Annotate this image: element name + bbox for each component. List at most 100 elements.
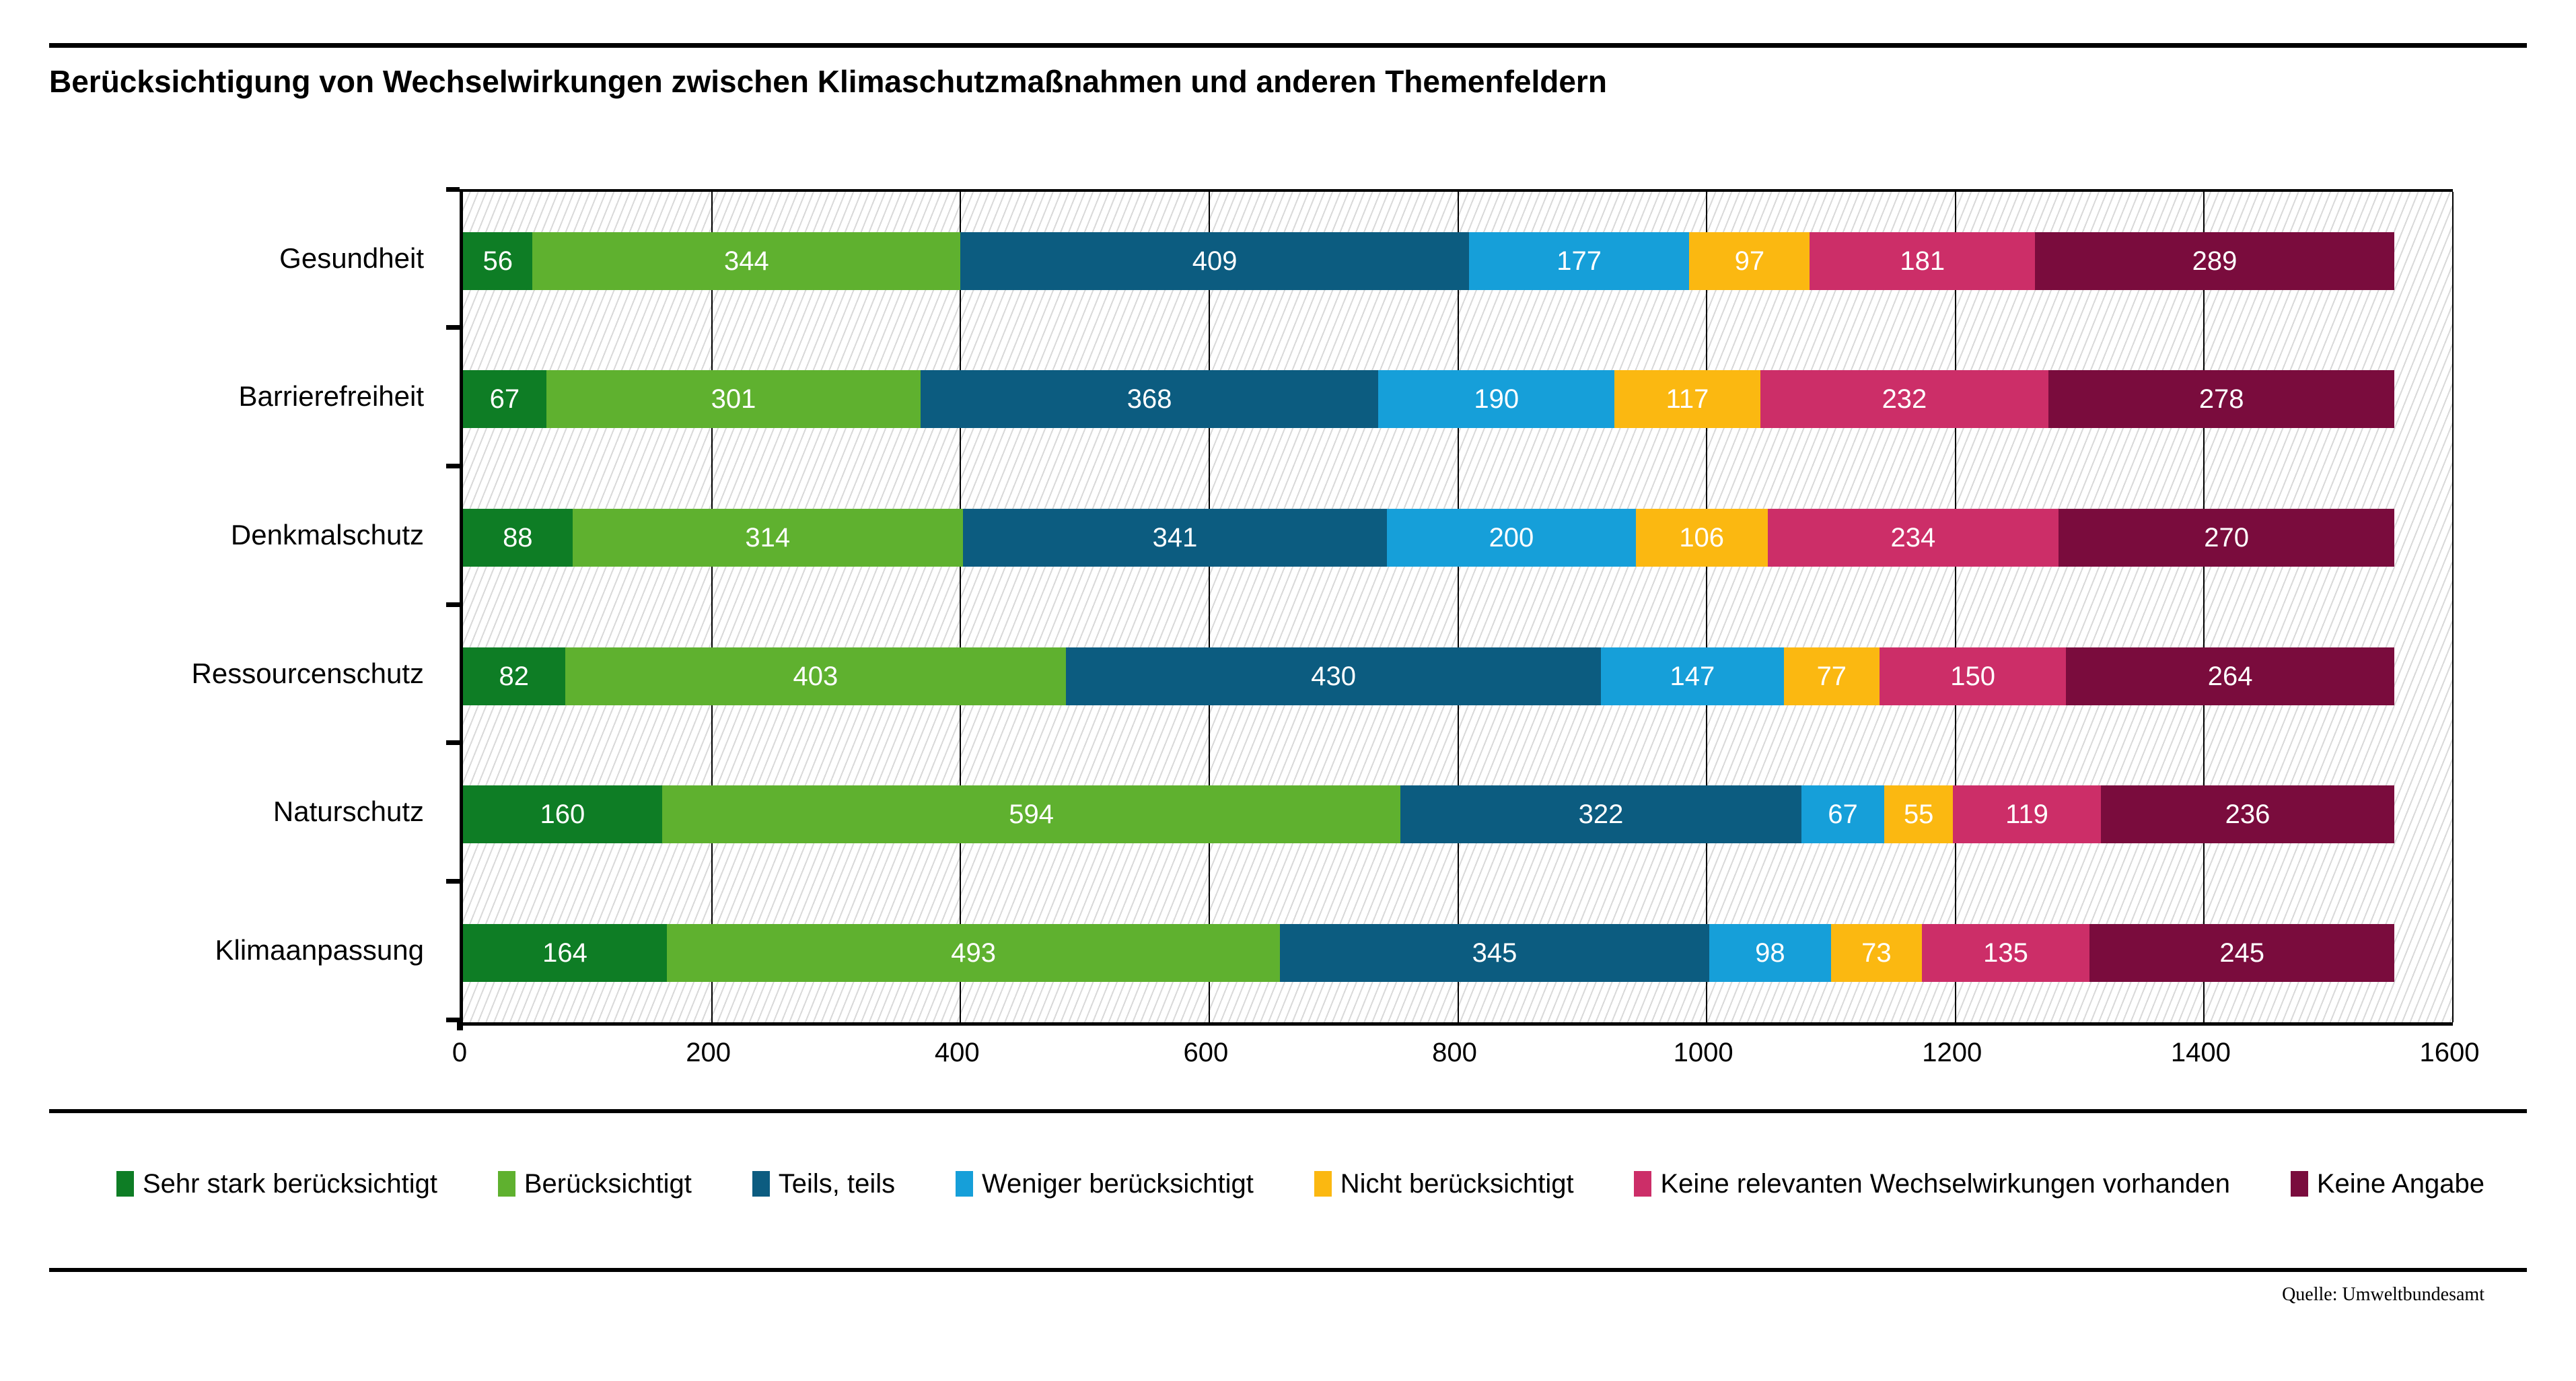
x-axis-tick-label: 1400: [2170, 1038, 2231, 1067]
bar-segment: 98: [1709, 924, 1831, 983]
bar-value-label: 150: [1950, 661, 1995, 691]
stacked-bar: 88 314 341 200 106 234 270: [463, 509, 2453, 567]
bar-value-label: 368: [1126, 384, 1172, 415]
bar-segment: 232: [1760, 370, 2049, 429]
bar-segment: 594: [661, 785, 1401, 844]
source-caption: Quelle: Umweltbundesamt: [2282, 1284, 2484, 1305]
gridline: [1706, 192, 1708, 1022]
legend-item: Nicht berücksichtigt: [1314, 1169, 1574, 1199]
bar-segment: 147: [1601, 647, 1784, 705]
bar-segment: 345: [1280, 924, 1709, 983]
stacked-bar: 56 344 409 177 97 181 289: [463, 232, 2453, 290]
category-label-text: Denkmalschutz: [230, 519, 424, 551]
y-axis-tick-marks: [446, 186, 460, 1022]
bar-row: 67 301 368 190 117 232 278: [463, 330, 2453, 469]
bar-value-label: 314: [745, 523, 791, 553]
gridline: [1457, 192, 1459, 1022]
gridline: [960, 192, 962, 1022]
bar-segment: 73: [1830, 924, 1922, 983]
bar-segment: 190: [1378, 370, 1615, 429]
bar-segment: 278: [2048, 370, 2395, 429]
bar-segment: 160: [463, 785, 662, 844]
bar-segment: 430: [1066, 647, 1601, 705]
bar-segment: 236: [2100, 785, 2395, 844]
legend-item: Sehr stark berücksichtigt: [116, 1169, 437, 1199]
stacked-bar: 67 301 368 190 117 232 278: [463, 370, 2453, 429]
gridlines: [463, 192, 2454, 1022]
top-divider: [49, 43, 2527, 48]
bar-value-label: 245: [2219, 938, 2265, 968]
legend-swatch-icon: [752, 1171, 770, 1197]
bar-segment: 234: [1767, 509, 2059, 567]
bar-value-label: 98: [1755, 938, 1785, 968]
bar-segment: 177: [1469, 232, 1690, 290]
bar-value-label: 493: [951, 938, 997, 968]
bar-value-label: 409: [1192, 246, 1238, 276]
category-label-text: Barrierefreiheit: [238, 380, 424, 413]
legend-item: Teils, teils: [752, 1169, 895, 1199]
legend-label: Keine relevanten Wechselwirkungen vorhan…: [1660, 1168, 2230, 1199]
legend-item: Keine relevanten Wechselwirkungen vorhan…: [1634, 1168, 2230, 1199]
bar-value-label: 82: [499, 661, 530, 691]
chart-title: Berücksichtigung von Wechselwirkungen zw…: [49, 64, 1607, 99]
legend-label: Sehr stark berücksichtigt: [143, 1168, 437, 1199]
y-axis-tick: [446, 463, 460, 468]
bar-value-label: 135: [1983, 938, 2028, 968]
bar-row: 160 594 322 67 55 119 236: [463, 746, 2453, 884]
category-label: Klimaanpassung: [0, 881, 441, 1020]
legend-swatch-icon: [2290, 1171, 2308, 1197]
bar-value-label: 264: [2207, 661, 2253, 691]
bar-value-label: 55: [1903, 800, 1934, 830]
bar-value-label: 67: [489, 384, 520, 415]
y-axis-tick: [446, 602, 460, 607]
category-label: Barrierefreiheit: [0, 328, 441, 466]
category-label: Denkmalschutz: [0, 466, 441, 604]
bar-segment: 150: [1879, 647, 2067, 705]
legend-label: Keine Angabe: [2316, 1168, 2484, 1199]
legend-item: Berücksichtigt: [497, 1169, 692, 1199]
gridline: [711, 192, 713, 1022]
stacked-bar: 160 594 322 67 55 119 236: [463, 785, 2453, 844]
category-label-text: Naturschutz: [273, 795, 424, 828]
category-label: Gesundheit: [0, 189, 441, 328]
x-axis-tick-labels: 0 200 400 600 800 1000 1200 1400 1600: [452, 1038, 2480, 1071]
bar-value-label: 97: [1734, 246, 1765, 276]
x-axis-tick-label: 1000: [1673, 1038, 1733, 1067]
bar-segment: 200: [1387, 509, 1636, 567]
bar-value-label: 88: [503, 523, 533, 553]
bar-value-label: 270: [2204, 523, 2249, 553]
stacked-bar: 82 403 430 147 77 150 264: [463, 647, 2453, 705]
bar-value-label: 106: [1679, 523, 1725, 553]
category-label-text: Klimaanpassung: [215, 934, 424, 966]
bar-segment: 88: [463, 509, 573, 567]
legend: Sehr stark berücksichtigt Berücksichtigt T…: [116, 1155, 2484, 1213]
bar-row: 164 493 345 98 73 135 245: [463, 884, 2453, 1022]
bar-value-label: 234: [1890, 523, 1936, 553]
bar-value-label: 403: [793, 661, 838, 691]
gridline: [1208, 192, 1210, 1022]
stacked-bar: 164 493 345 98 73 135 245: [463, 924, 2453, 983]
bar-segment: 181: [1810, 232, 2035, 290]
legend-swatch-icon: [1314, 1171, 1332, 1197]
bar-value-label: 232: [1882, 384, 1927, 415]
category-label-text: Ressourcenschutz: [191, 657, 425, 689]
x-axis-tick-label: 600: [1183, 1038, 1229, 1067]
bar-segment: 341: [962, 509, 1388, 567]
bar-segment: 403: [565, 647, 1067, 705]
gridline: [1954, 192, 1956, 1022]
legend-swatch-icon: [497, 1171, 515, 1197]
bar-segment: 164: [463, 924, 668, 983]
bar-segment: 289: [2034, 232, 2395, 290]
bar-value-label: 345: [1472, 938, 1517, 968]
x-axis-tick-label: 1200: [1922, 1038, 1982, 1067]
y-axis-category-labels: Gesundheit Barrierefreiheit Denkmalschutz R…: [0, 189, 441, 1020]
bar-row: 56 344 409 177 97 181 289: [463, 192, 2453, 330]
bar-value-label: 73: [1861, 938, 1892, 968]
legend-label: Nicht berücksichtigt: [1340, 1168, 1574, 1199]
legend-swatch-icon: [116, 1171, 134, 1197]
bar-rows: 56 344 409 177 97 181 289 67 301 368 190 117 232 278 8…: [463, 192, 2453, 1022]
bar-value-label: 430: [1311, 661, 1357, 691]
footer-divider: [49, 1268, 2527, 1272]
bar-value-label: 594: [1009, 800, 1054, 830]
